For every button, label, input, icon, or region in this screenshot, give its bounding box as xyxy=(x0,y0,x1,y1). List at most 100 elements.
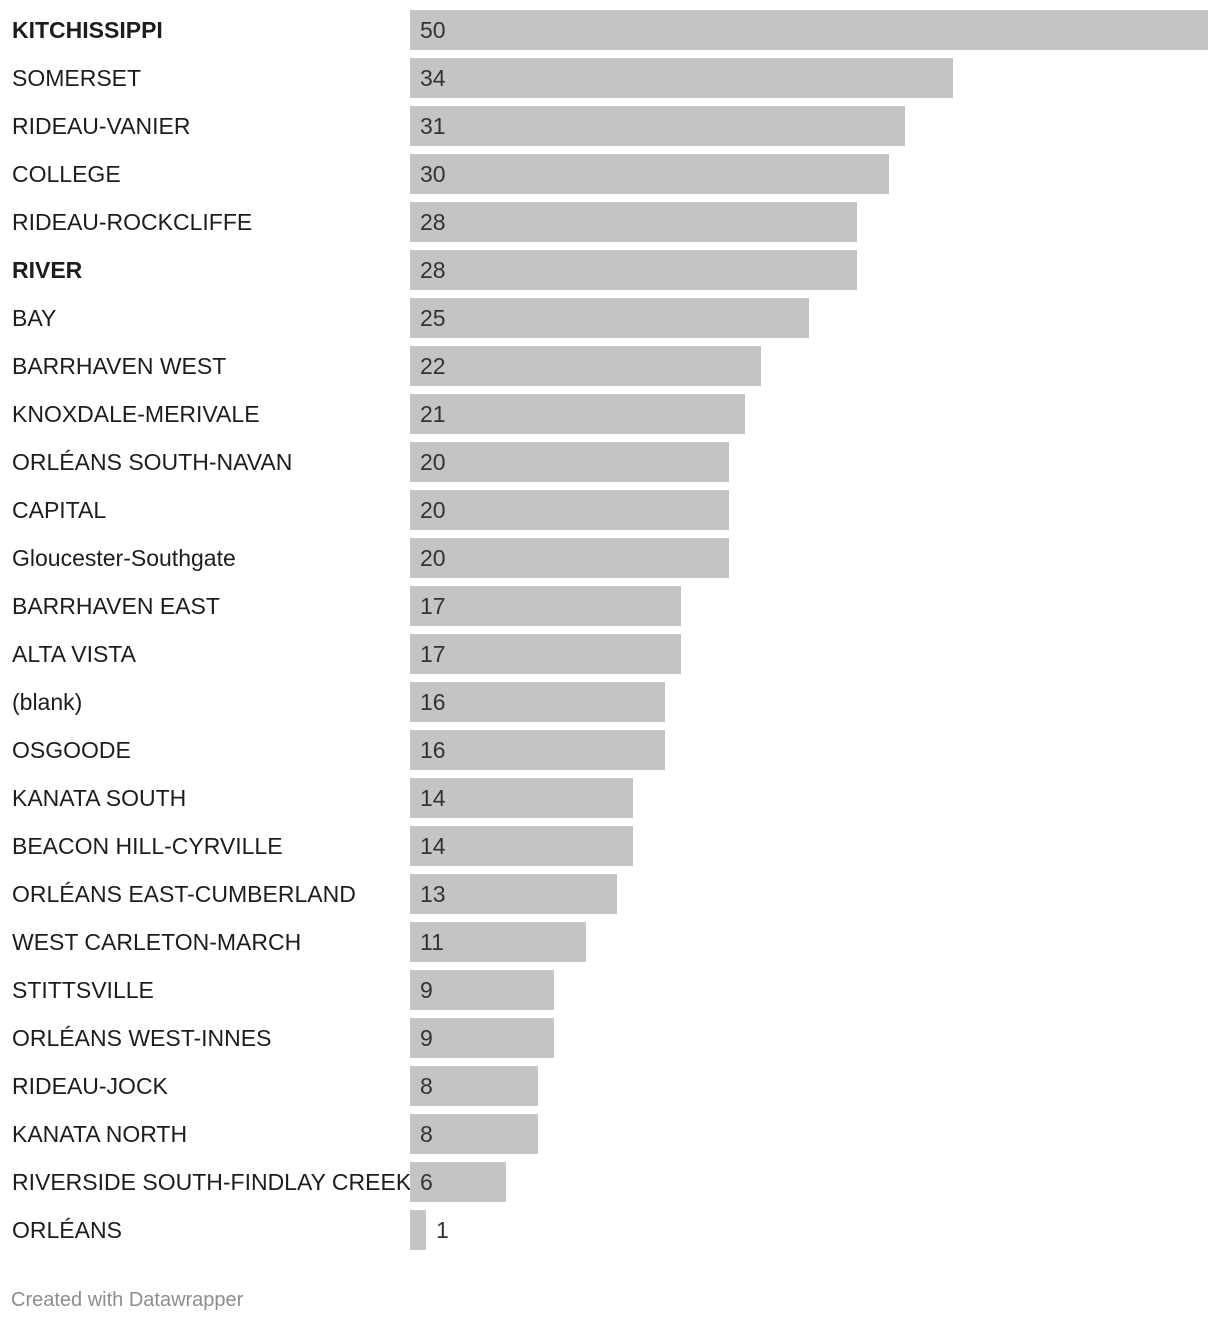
bar xyxy=(410,1210,426,1250)
category-label: ALTA VISTA xyxy=(12,641,136,667)
category-label: RIDEAU-VANIER xyxy=(12,113,191,139)
category-label: KANATA NORTH xyxy=(12,1121,188,1147)
bar xyxy=(410,1018,554,1058)
category-label: STITTSVILLE xyxy=(12,977,154,1003)
category-label: BARRHAVEN EAST xyxy=(12,593,220,619)
category-label: RIDEAU-ROCKCLIFFE xyxy=(12,209,253,235)
bar-row: KANATA NORTH 8 xyxy=(0,1114,1220,1154)
value-label: 17 xyxy=(420,593,446,619)
value-label: 50 xyxy=(420,17,446,43)
value-label: 31 xyxy=(420,113,446,139)
bar-row: ORLÉANS WEST-INNES 9 xyxy=(0,1018,1220,1058)
category-label: SOMERSET xyxy=(12,65,142,91)
bar-row: SOMERSET 34 xyxy=(0,58,1220,98)
value-label: 16 xyxy=(420,737,446,763)
value-label: 21 xyxy=(420,401,446,427)
value-label: 20 xyxy=(420,545,446,571)
bar-row: COLLEGE 30 xyxy=(0,154,1220,194)
bar xyxy=(410,634,681,674)
bar xyxy=(410,394,745,434)
bar-row: ALTA VISTA 17 xyxy=(0,634,1220,674)
bar xyxy=(410,970,554,1010)
value-label: 9 xyxy=(420,1025,433,1051)
category-label: BEACON HILL-CYRVILLE xyxy=(12,833,283,859)
bar-row: RIVERSIDE SOUTH-FINDLAY CREEK 6 xyxy=(0,1162,1220,1202)
bar xyxy=(410,538,729,578)
value-label: 9 xyxy=(420,977,433,1003)
bar xyxy=(410,1114,538,1154)
category-label: ORLÉANS EAST-CUMBERLAND xyxy=(12,881,356,907)
category-label: ORLÉANS SOUTH-NAVAN xyxy=(12,449,293,475)
bar xyxy=(410,58,953,98)
bar-row: STITTSVILLE 9 xyxy=(0,970,1220,1010)
value-label: 8 xyxy=(420,1121,433,1147)
category-label: COLLEGE xyxy=(12,161,121,187)
category-label: RIDEAU-JOCK xyxy=(12,1073,168,1099)
value-label: 22 xyxy=(420,353,446,379)
bar xyxy=(410,154,889,194)
bar xyxy=(410,1066,538,1106)
bar xyxy=(410,298,809,338)
bar-row: BAY 25 xyxy=(0,298,1220,338)
value-label: 8 xyxy=(420,1073,433,1099)
category-label: RIVERSIDE SOUTH-FINDLAY CREEK xyxy=(12,1169,412,1195)
bar xyxy=(410,346,761,386)
credit-footer: Created with Datawrapper xyxy=(11,1289,244,1311)
category-label: BAY xyxy=(12,305,57,331)
bar-row: ORLÉANS 1 xyxy=(0,1210,1220,1250)
bar xyxy=(410,202,857,242)
bar-row: BARRHAVEN WEST 22 xyxy=(0,346,1220,386)
value-label: 20 xyxy=(420,449,446,475)
bar xyxy=(410,586,681,626)
bar xyxy=(410,874,617,914)
bar-row: KANATA SOUTH 14 xyxy=(0,778,1220,818)
bar-row: RIVER 28 xyxy=(0,250,1220,290)
value-label: 13 xyxy=(420,881,446,907)
category-label: CAPITAL xyxy=(12,497,107,523)
value-label: 28 xyxy=(420,257,446,283)
value-label: 14 xyxy=(420,785,446,811)
value-label: 17 xyxy=(420,641,446,667)
bar-row: KITCHISSIPPI 50 xyxy=(0,10,1220,50)
bar-row: KNOXDALE-MERIVALE 21 xyxy=(0,394,1220,434)
category-label: WEST CARLETON-MARCH xyxy=(12,929,302,955)
bar xyxy=(410,442,729,482)
bar-row: ORLÉANS EAST-CUMBERLAND 13 xyxy=(0,874,1220,914)
bar xyxy=(410,922,586,962)
bar-row: ORLÉANS SOUTH-NAVAN 20 xyxy=(0,442,1220,482)
bar-chart: KITCHISSIPPI 50 SOMERSET 34 RIDEAU-VANIER 31 C… xyxy=(0,10,1220,1250)
category-label: ORLÉANS WEST-INNES xyxy=(12,1025,272,1051)
bar-row: OSGOODE 16 xyxy=(0,730,1220,770)
category-label: KANATA SOUTH xyxy=(12,785,187,811)
category-label: BARRHAVEN WEST xyxy=(12,353,227,379)
bar xyxy=(410,106,905,146)
bar-row: CAPITAL 20 xyxy=(0,490,1220,530)
value-label: 14 xyxy=(420,833,446,859)
bar xyxy=(410,1162,506,1202)
bar xyxy=(410,826,633,866)
bar xyxy=(410,490,729,530)
bar xyxy=(410,682,665,722)
category-label: (blank) xyxy=(12,689,83,715)
value-label: 11 xyxy=(420,929,444,955)
bar-row: (blank) 16 xyxy=(0,682,1220,722)
value-label: 28 xyxy=(420,209,446,235)
bar-row: Gloucester-Southgate 20 xyxy=(0,538,1220,578)
bar-row: BARRHAVEN EAST 17 xyxy=(0,586,1220,626)
value-label: 34 xyxy=(420,65,446,91)
category-label: KNOXDALE-MERIVALE xyxy=(12,401,260,427)
value-label: 20 xyxy=(420,497,446,523)
bar-row: RIDEAU-JOCK 8 xyxy=(0,1066,1220,1106)
category-label: OSGOODE xyxy=(12,737,131,763)
bar-row: RIDEAU-ROCKCLIFFE 28 xyxy=(0,202,1220,242)
category-label: Gloucester-Southgate xyxy=(12,545,236,571)
bar xyxy=(410,730,665,770)
value-label: 16 xyxy=(420,689,446,715)
bar xyxy=(410,778,633,818)
value-label: 30 xyxy=(420,161,446,187)
bar xyxy=(410,250,857,290)
category-label: KITCHISSIPPI xyxy=(12,17,163,43)
category-label: ORLÉANS xyxy=(12,1217,122,1243)
value-label: 25 xyxy=(420,305,446,331)
bar xyxy=(410,10,1208,50)
